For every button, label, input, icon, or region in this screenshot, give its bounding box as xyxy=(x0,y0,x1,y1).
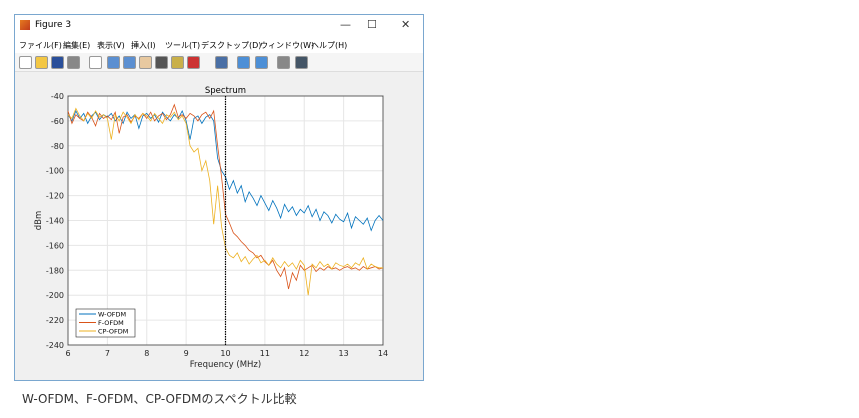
y-tick-label: -40 xyxy=(51,92,64,101)
y-tick-label: -200 xyxy=(46,291,64,300)
close-button[interactable]: ✕ xyxy=(401,18,411,31)
menu-item[interactable]: 挿入(I) xyxy=(131,41,156,50)
y-tick-label: -140 xyxy=(46,217,64,226)
y-tick-label: -80 xyxy=(51,142,64,151)
link-plot-icon[interactable] xyxy=(215,56,228,69)
y-tick-label: -240 xyxy=(46,341,64,350)
x-tick-label: 6 xyxy=(65,349,70,358)
x-tick-label: 14 xyxy=(378,349,388,358)
chart-title: Spectrum xyxy=(205,86,246,96)
open-folder-icon[interactable] xyxy=(35,56,48,69)
matlab-logo-icon xyxy=(20,20,30,30)
y-axis-label: dBm xyxy=(34,211,44,231)
menu-item[interactable]: 表示(V) xyxy=(97,41,125,50)
legend-icon[interactable] xyxy=(255,56,268,69)
print-icon[interactable] xyxy=(67,56,80,69)
zoom-in-icon[interactable] xyxy=(107,56,120,69)
new-file-icon[interactable] xyxy=(19,56,32,69)
y-tick-label: -180 xyxy=(46,266,64,275)
x-axis-label: Frequency (MHz) xyxy=(190,360,261,370)
legend-entry: CP-OFDM xyxy=(98,328,128,336)
maximize-button[interactable]: ☐ xyxy=(367,18,377,31)
menu-item[interactable]: 編集(E) xyxy=(63,41,91,50)
menu-item[interactable]: ヘルプ(H) xyxy=(311,41,348,50)
y-tick-label: -160 xyxy=(46,241,64,250)
y-tick-label: -220 xyxy=(46,316,64,325)
show-plot-tools-icon[interactable] xyxy=(295,56,308,69)
toolbar xyxy=(15,53,423,72)
y-tick-label: -60 xyxy=(51,117,64,126)
hide-plot-tools-icon[interactable] xyxy=(277,56,290,69)
data-cursor-icon[interactable] xyxy=(171,56,184,69)
title-bar: Figure 3 — ☐ ✕ xyxy=(15,15,423,37)
x-tick-label: 9 xyxy=(184,349,189,358)
x-tick-label: 8 xyxy=(144,349,149,358)
y-tick-label: -120 xyxy=(46,192,64,201)
menu-item[interactable]: ツール(T) xyxy=(165,41,201,50)
y-tick-label: -100 xyxy=(46,167,64,176)
save-icon[interactable] xyxy=(51,56,64,69)
x-tick-label: 7 xyxy=(105,349,110,358)
pan-hand-icon[interactable] xyxy=(139,56,152,69)
brush-icon[interactable] xyxy=(187,56,200,69)
menu-bar: ファイル(F) 編集(E) 表示(V) 挿入(I) ツール(T) デスクトップ(D) ウィン… xyxy=(15,37,423,53)
menu-item[interactable]: ファイル(F) xyxy=(19,41,62,50)
legend-entry: W-OFDM xyxy=(98,311,126,319)
x-tick-label: 11 xyxy=(260,349,270,358)
figure-caption: W-OFDM、F-OFDM、CP-OFDMのスペクトル比較 xyxy=(22,392,297,406)
window-title: Figure 3 xyxy=(35,20,72,30)
pointer-icon[interactable] xyxy=(89,56,102,69)
menu-item[interactable]: デスクトップ(D) xyxy=(201,41,262,50)
minimize-button[interactable]: — xyxy=(340,18,351,31)
menu-item[interactable]: ウィンドウ(W) xyxy=(260,41,315,50)
x-tick-label: 12 xyxy=(299,349,309,358)
rotate-icon[interactable] xyxy=(155,56,168,69)
x-tick-label: 10 xyxy=(220,349,230,358)
colorbar-icon[interactable] xyxy=(237,56,250,69)
series-line-cp-ofdm xyxy=(67,107,383,296)
zoom-out-icon[interactable] xyxy=(123,56,136,69)
legend-entry: F-OFDM xyxy=(98,319,124,327)
x-tick-label: 13 xyxy=(339,349,349,358)
